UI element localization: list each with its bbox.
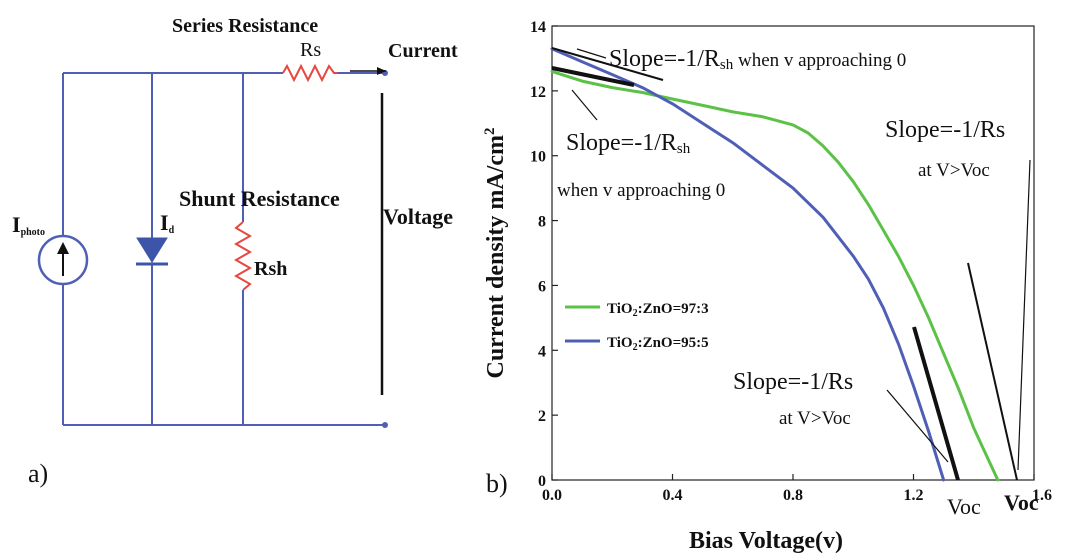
current-source-icon <box>37 234 89 286</box>
x-axis-ticks: 0.0 0.4 0.8 1.2 1.6 <box>542 474 1052 504</box>
legend-97-3-part1: TiO <box>607 301 633 317</box>
y-tick-label: 6 <box>538 278 546 295</box>
id-sub: d <box>169 225 175 236</box>
slope-rsh-mid-line2: when v approaching 0 <box>557 180 725 201</box>
y-tick-label: 2 <box>538 408 546 425</box>
x-tick-label: 1.6 <box>1032 487 1052 504</box>
y-tick-label: 8 <box>538 214 546 231</box>
y-axis-title-sup: 2 <box>482 127 498 135</box>
y-tick-label: 14 <box>530 19 546 36</box>
legend: TiO2:ZnO=97:3 TiO2:ZnO=95:5 <box>565 301 709 353</box>
slope-rsh-top-sub: sh <box>720 57 734 73</box>
bottom-terminal <box>382 422 388 428</box>
leader-rsh-mid <box>571 89 598 121</box>
slope-rsh-mid-main: Slope=-1/R <box>566 130 677 156</box>
id-label: Id <box>160 210 175 236</box>
x-tick-label: 0.0 <box>542 487 562 504</box>
legend-97-3-part2: :ZnO=97:3 <box>638 301 709 317</box>
voltage-label: Voltage <box>383 204 453 229</box>
id-main: I <box>160 210 169 235</box>
series-resistor-icon <box>282 63 338 83</box>
slope-rs-bottom-annotation: Slope=-1/Rs <box>733 369 853 395</box>
y-tick-label: 4 <box>538 343 546 360</box>
diode-icon <box>136 237 168 266</box>
slope-guides <box>551 47 1031 481</box>
slope-rsh-top-tail: when v approaching 0 <box>733 50 906 71</box>
y-axis-title-main: Current density mA/cm <box>483 135 509 379</box>
iphoto-sub: photo <box>21 227 45 238</box>
legend-95-5-part1: TiO <box>607 335 633 351</box>
shunt-resistance-label: Shunt Resistance <box>179 186 340 211</box>
at-voc-bottom: at V>Voc <box>779 408 851 429</box>
series-line-95-5 <box>550 47 946 482</box>
series-resistance-label: Series Resistance <box>172 15 318 37</box>
rs-label: Rs <box>300 39 321 61</box>
slope-rs-green-line <box>967 262 1018 481</box>
y-axis-ticks: 0 2 4 6 8 10 12 14 <box>530 19 558 490</box>
slope-rsh-top-main: Slope=-1/R <box>609 46 720 72</box>
slope-rs-blue-line <box>912 326 960 481</box>
x-tick-label: 0.4 <box>663 487 683 504</box>
voc-blue-label: Voc <box>947 494 981 519</box>
rsh-label: Rsh <box>254 258 287 280</box>
iphoto-label: Iphoto <box>12 212 45 238</box>
panel-b-label: b) <box>486 469 508 498</box>
series-line-97-3 <box>550 69 1000 482</box>
slope-rsh-top-annotation: Slope=-1/Rsh when v approaching 0 <box>609 46 906 73</box>
at-voc-right: at V>Voc <box>918 160 990 181</box>
legend-95-5-sub: 2 <box>633 342 638 353</box>
leader-rsh-top <box>576 48 607 59</box>
slope-rsh-mid-sub: sh <box>677 141 691 157</box>
current-label: Current <box>388 40 458 62</box>
panel-a-label: a) <box>28 459 48 488</box>
iphoto-main: I <box>12 212 21 237</box>
y-tick-label: 10 <box>530 149 546 166</box>
slope-rsh-blue-line <box>551 47 664 81</box>
leader-rs-bottom <box>886 389 949 463</box>
y-tick-label: 0 <box>538 473 546 490</box>
slope-rsh-mid-annotation: Slope=-1/Rsh <box>566 130 691 157</box>
legend-label-95-5: TiO2:ZnO=95:5 <box>607 335 709 353</box>
legend-label-97-3: TiO2:ZnO=97:3 <box>607 301 709 319</box>
shunt-resistor-icon <box>233 221 253 291</box>
x-tick-label: 0.8 <box>783 487 803 504</box>
voc-green-label: Voc <box>1004 490 1039 515</box>
current-arrow-icon <box>350 67 386 75</box>
series-layer <box>550 47 1000 482</box>
x-tick-label: 1.2 <box>904 487 924 504</box>
y-tick-label: 12 <box>530 84 546 101</box>
legend-97-3-sub: 2 <box>633 308 638 319</box>
circuit-diagram: Series Resistance Rs Current Shunt Resis… <box>12 15 458 488</box>
x-axis-title: Bias Voltage(v) <box>689 528 843 554</box>
slope-rsh-green-line <box>551 66 635 87</box>
legend-95-5-part2: :ZnO=95:5 <box>638 335 709 351</box>
circuit-wires <box>62 72 385 426</box>
leader-rs-right <box>1017 159 1031 471</box>
y-axis-title: Current density mA/cm2 <box>482 127 509 378</box>
slope-rs-right-annotation: Slope=-1/Rs <box>885 117 1005 143</box>
